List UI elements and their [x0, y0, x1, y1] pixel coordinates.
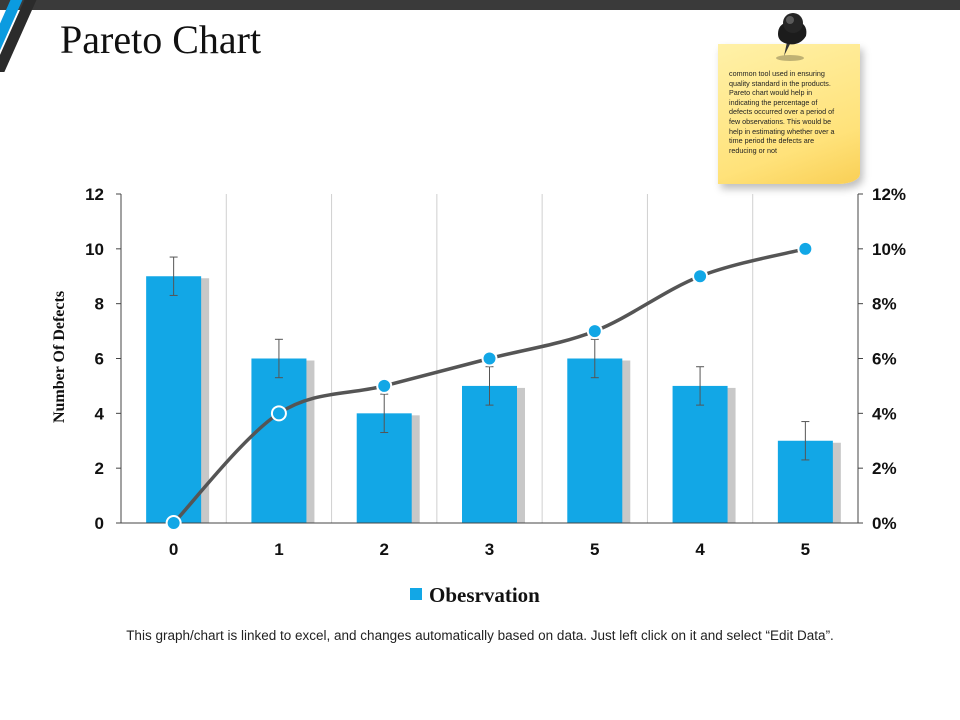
y-axis-title: Number Of Defects [51, 291, 68, 423]
y2-tick-label: 12% [872, 185, 906, 204]
footer-note: This graph/chart is linked to excel, and… [126, 628, 834, 643]
y2-tick-label: 6% [872, 350, 897, 369]
top-bar [0, 0, 960, 10]
y2-tick-label: 8% [872, 295, 897, 314]
line-layer [165, 240, 814, 531]
bar[interactable] [672, 385, 728, 523]
y-tick-label: 6 [95, 350, 104, 369]
y-tick-label: 10 [85, 240, 104, 259]
grid-layer [225, 194, 754, 523]
sticky-note-text: common tool used in ensuring quality sta… [729, 69, 835, 155]
y-tick-label: 8 [95, 295, 104, 314]
sticky-note: common tool used in ensuring quality sta… [718, 44, 860, 184]
line-point[interactable] [586, 323, 603, 340]
line-point[interactable] [797, 240, 814, 257]
line-point[interactable] [376, 377, 393, 394]
pushpin-icon [776, 13, 807, 61]
y2-tick-label: 0% [872, 514, 897, 533]
bar[interactable] [146, 276, 202, 523]
x-tick-label: 5 [590, 540, 599, 559]
x-tick-label: 0 [169, 540, 178, 559]
y-tick-label: 2 [95, 459, 104, 478]
bar[interactable] [462, 385, 517, 523]
bar[interactable] [567, 358, 623, 524]
page-title: Pareto Chart [60, 17, 262, 62]
y2-tick-label: 2% [872, 459, 897, 478]
x-tick-label: 5 [801, 540, 810, 559]
x-tick-label: 4 [695, 540, 705, 559]
legend-label: Obesrvation [429, 583, 540, 607]
bars-layer [146, 256, 841, 524]
y-tick-label: 4 [95, 404, 105, 423]
y-tick-label: 0 [95, 514, 104, 533]
x-tick-label: 1 [274, 540, 283, 559]
y-tick-label: 12 [85, 185, 104, 204]
y2-tick-label: 4% [872, 404, 897, 423]
line-point[interactable] [270, 405, 287, 422]
line-point[interactable] [692, 268, 709, 285]
line-point[interactable] [165, 515, 182, 531]
x-tick-label: 2 [379, 540, 388, 559]
legend-swatch [410, 588, 422, 600]
y2-tick-label: 10% [872, 240, 906, 259]
bar[interactable] [251, 358, 307, 524]
line-point[interactable] [481, 350, 498, 367]
x-tick-label: 3 [485, 540, 494, 559]
